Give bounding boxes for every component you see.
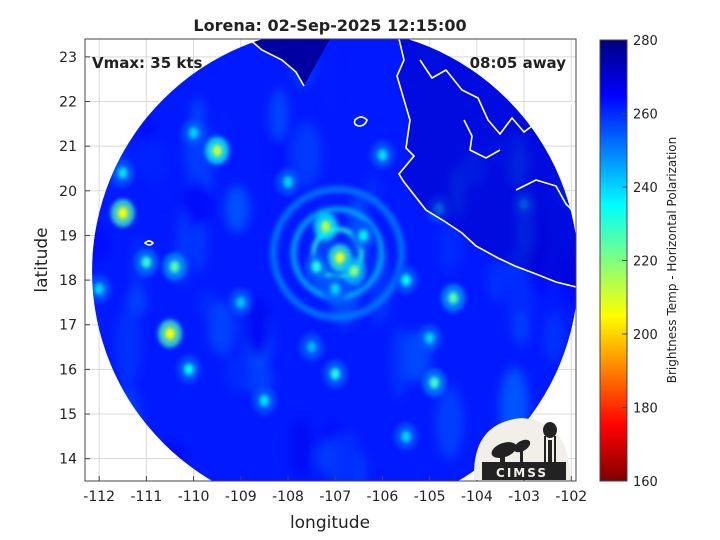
convective-cell [401,274,412,287]
convective-cell [424,332,435,345]
convective-cell [235,296,246,309]
convective-cell [188,126,199,139]
swath-texture [289,416,313,479]
y-tick-label: 14 [59,452,77,468]
x-axis-label: longitude [290,513,370,533]
x-tick-label: -105 [414,489,446,505]
y-tick-label: 16 [59,362,77,378]
swath-texture [436,386,464,460]
vmax-label: Vmax: 35 kts [92,54,202,72]
x-tick-label: -104 [461,489,493,505]
x-axis: -112 -111 -110 -109 -108 -107 -106 -105 -104 -103… [83,476,587,505]
colorbar-tick-label: 260 [633,108,658,123]
coastline [143,39,576,288]
swath-texture [182,179,214,228]
rain-band [270,185,406,321]
land-mass [249,39,330,86]
y-tick-label: 22 [59,95,77,111]
colorbar-tick-label: 200 [633,328,658,343]
convective-cell [164,327,175,340]
swath-texture [92,225,110,262]
swath-texture [115,307,142,386]
convective-cell [183,363,194,376]
convective-cell [141,256,152,269]
time-away-label: 08:05 away [470,54,567,72]
x-tick-label: -102 [555,489,587,505]
convective-cell [349,265,360,278]
colorbar-tick-label: 220 [633,255,658,270]
cimss-logo: CIMSS [474,418,570,480]
swath-texture [224,354,249,394]
swath-texture [506,262,534,332]
convective-cell [94,283,105,296]
colorbar-ticks: 160 180 200 220 240 260 280 [622,34,658,490]
colorbar-tick-label: 240 [633,181,658,196]
swath-texture [342,431,358,481]
convective-cell [283,175,294,188]
swath-texture [243,297,272,358]
y-tick-label: 19 [59,228,77,244]
swath-texture [488,261,506,302]
swath-texture [224,185,250,233]
y-tick-label: 20 [59,184,77,200]
chart-title: Lorena: 02-Sep-2025 12:15:00 [193,16,466,35]
convective-cell [448,291,459,304]
swath-texture [208,301,236,356]
swath-texture [329,434,346,481]
convective-cell [320,220,331,233]
convective-cell [330,283,341,296]
convective-cell [377,149,388,162]
y-axis: 14 15 16 17 18 19 20 21 22 23 [59,50,90,468]
convective-cell [117,207,128,220]
convective-cell [358,229,369,242]
y-tick-label: 23 [59,50,77,66]
convective-cell [306,341,317,354]
colorbar-label: Brightness Temp - Horizontal Polarizatio… [665,137,679,384]
convective-cell [311,260,322,273]
convective-cell [212,144,223,157]
swath-texture [269,89,289,139]
x-tick-label: -107 [319,489,351,505]
swath-texture [543,311,565,363]
plot-frame [84,38,577,482]
swath-texture [135,139,167,183]
convective-cell [429,376,440,389]
x-tick-label: -110 [178,489,210,505]
y-tick-label: 17 [59,318,77,334]
cimss-logo-text: CIMSS [496,466,548,480]
convective-cell [169,260,180,273]
swath-texture [437,223,463,272]
swath-texture [392,325,406,400]
x-tick-label: -108 [272,489,304,505]
x-tick-label: -106 [367,489,399,505]
swath-texture [319,41,341,120]
convective-cell [259,394,270,407]
y-tick-label: 18 [59,273,77,289]
y-axis-label: latitude [32,227,52,292]
y-tick-label: 15 [59,407,77,423]
x-tick-label: -111 [130,489,162,505]
swath-texture [512,313,530,345]
swath-texture [291,121,322,188]
colorbar-tick-label: 180 [633,402,658,417]
colorbar-tick-label: 160 [633,475,658,490]
colorbar-tick-label: 280 [633,34,658,49]
convective-cell [117,166,128,179]
convective-cell [330,367,341,380]
x-tick-label: -112 [83,489,115,505]
convective-cell [334,251,345,264]
y-tick-label: 21 [59,139,77,155]
convective-cell [401,430,412,443]
x-tick-label: -109 [225,489,257,505]
x-tick-label: -103 [508,489,540,505]
